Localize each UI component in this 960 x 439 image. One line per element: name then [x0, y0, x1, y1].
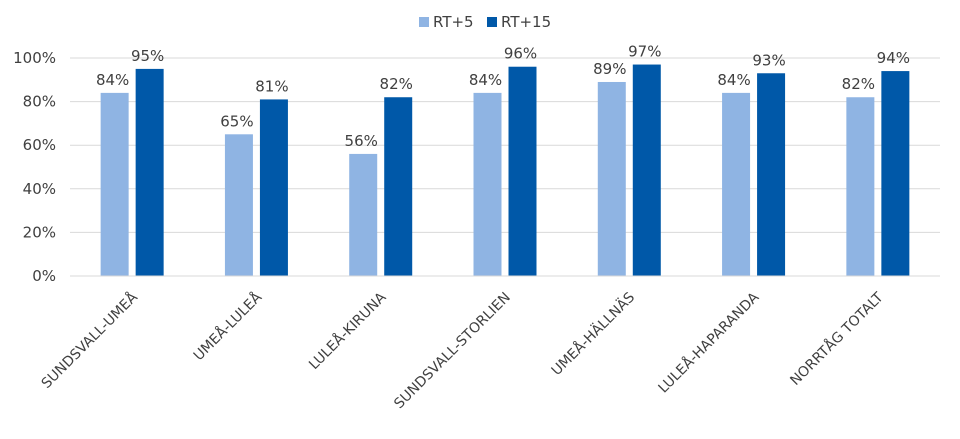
data-label: 82% [842, 75, 875, 93]
data-label: 93% [752, 51, 785, 69]
bar [508, 66, 537, 276]
data-label: 84% [96, 71, 129, 89]
data-label: 94% [877, 49, 910, 67]
data-label: 97% [628, 43, 661, 61]
y-tick-label: 100% [13, 49, 56, 67]
legend-swatch [487, 17, 497, 27]
y-tick-label: 80% [23, 93, 56, 111]
legend: RT+5 RT+15 [419, 13, 551, 31]
legend-label: RT+5 [433, 13, 474, 31]
x-tick-label: UMEÅ-HÄLLNÄS [547, 288, 638, 379]
bar [757, 73, 786, 276]
data-label: 84% [469, 71, 502, 89]
bar [846, 97, 875, 277]
bar [632, 64, 661, 276]
legend-swatch [419, 17, 429, 27]
y-tick-label: 0% [32, 267, 56, 285]
bar [384, 97, 413, 277]
gridlines [70, 57, 940, 277]
bar [259, 99, 288, 276]
data-label: 84% [717, 71, 750, 89]
bar [100, 92, 129, 276]
x-axis: SUNDSVALL-UMEÅ UMEÅ-LULEÅ LULEÅ-KIRUNA SUND… [38, 275, 940, 413]
bar [473, 92, 502, 276]
bar [135, 68, 164, 277]
y-tick-label: 20% [23, 223, 56, 241]
x-tick-label: NORRTÅG TOTALT [787, 288, 887, 388]
bars [100, 64, 910, 277]
bar [224, 134, 253, 276]
bar [722, 92, 751, 276]
bar [349, 153, 378, 276]
y-tick-label: 40% [23, 180, 56, 198]
data-label: 96% [504, 45, 537, 63]
x-tick-label: SUNDSVALL-UMEÅ [38, 289, 141, 392]
data-label: 89% [593, 60, 626, 78]
bar [597, 81, 626, 276]
bar [881, 71, 910, 276]
legend-label: RT+15 [501, 13, 551, 31]
data-labels: 84%95%65%81%56%82% 84%96%89%97%84%93%82%9… [96, 43, 910, 150]
y-axis: 0% 20% 40% 60% 80% 100% [13, 49, 56, 285]
data-label: 65% [220, 112, 253, 130]
data-label: 82% [380, 75, 413, 93]
data-label: 56% [345, 132, 378, 150]
data-label: 81% [255, 77, 288, 95]
data-label: 95% [131, 47, 164, 65]
y-tick-label: 60% [23, 136, 56, 154]
x-tick-label: LULEÅ-HAPARANDA [655, 289, 763, 397]
x-tick-label: SUNDSVALL-STORLIEN [391, 290, 514, 413]
x-tick-label: UMEÅ-LULEÅ [190, 289, 266, 365]
x-tick-label: LULEÅ-KIRUNA [305, 289, 389, 373]
